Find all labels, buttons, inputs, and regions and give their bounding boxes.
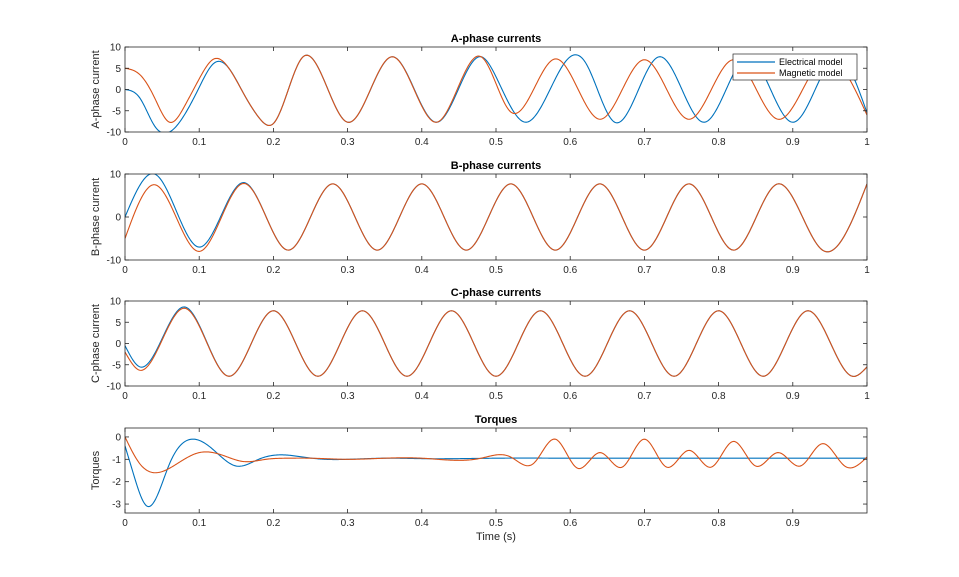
subplot-2: 0 0.1 0.2 0.3 0.4 0.5 0.6 0.7 0.8 0.9 1-10010B-pha… (90, 160, 870, 276)
y-tick-label: -10 (107, 256, 122, 267)
y-tick-label: 0 (115, 339, 121, 350)
y-tick-label: -2 (112, 477, 121, 488)
x-tick-label: 0.6 (563, 391, 577, 402)
x-tick-label: 0.4 (415, 391, 429, 402)
y-axis-label: C-phase current (90, 304, 102, 383)
x-tick-label: 0.5 (489, 391, 503, 402)
y-axis-label: B-phase current (90, 178, 102, 256)
x-tick-label: 0.8 (712, 518, 726, 529)
x-tick-label: 0.6 (563, 518, 577, 529)
x-tick-label: 0.4 (415, 265, 429, 276)
x-tick-label: 0.1 (192, 265, 206, 276)
x-tick-label: 0.1 (192, 391, 206, 402)
y-axis-label: A-phase current (90, 50, 102, 128)
y-tick-label: -3 (112, 500, 121, 511)
x-tick-label: 0 (122, 518, 128, 529)
y-tick-label: 0 (115, 85, 121, 96)
subplot-1: 0 0.1 0.2 0.3 0.4 0.5 0.6 0.7 0.8 0.9 1 -10 -5 0 5 10 A-… (90, 33, 870, 148)
x-tick-label: 0.7 (637, 518, 651, 529)
y-tick-label: -1 (112, 455, 121, 466)
x-tick-label: 0.6 (563, 137, 577, 148)
series-line-magnetic-model (125, 436, 867, 474)
series-line-electrical-model (125, 438, 867, 508)
y-tick-label: -10 (107, 128, 122, 139)
y-axis-label: Torques (90, 450, 102, 490)
x-tick-label: 0.9 (786, 137, 800, 148)
series-line-magnetic-model (125, 182, 867, 253)
x-tick-label: 0.5 (489, 265, 503, 276)
x-tick-label: 0.7 (637, 137, 651, 148)
y-tick-label: -10 (107, 382, 122, 393)
x-tick-label: 1 (864, 265, 870, 276)
x-tick-label: 1 (864, 391, 870, 402)
x-tick-label: 0.2 (266, 137, 280, 148)
x-tick-label: 0 (122, 265, 128, 276)
x-tick-label: 0.1 (192, 137, 206, 148)
x-tick-label: 0.5 (489, 137, 503, 148)
x-tick-label: 0.9 (786, 391, 800, 402)
y-tick-label: 10 (110, 170, 122, 181)
x-tick-label: 0.1 (192, 518, 206, 529)
x-tick-label: 0.8 (712, 137, 726, 148)
series-line-magnetic-model (125, 307, 867, 377)
plot-area (125, 301, 867, 386)
x-tick-label: 0.9 (786, 518, 800, 529)
x-tick-label: 0.5 (489, 518, 503, 529)
x-tick-label: 0.8 (712, 265, 726, 276)
y-tick-label: 5 (115, 64, 121, 75)
x-tick-label: 0.3 (341, 518, 355, 529)
x-tick-label: 0.2 (266, 265, 280, 276)
x-tick-label: 0 (122, 391, 128, 402)
subplot-3: 0 0.1 0.2 0.3 0.4 0.5 0.6 0.7 0.8 0.9 1 -10 -5 0 5 10 C-… (90, 287, 870, 402)
x-tick-label: 0.6 (563, 265, 577, 276)
x-tick-label: 0.3 (341, 137, 355, 148)
plot-area (125, 428, 867, 513)
x-tick-label: 0.2 (266, 391, 280, 402)
x-tick-label: 0.2 (266, 518, 280, 529)
y-tick-label: 5 (115, 318, 121, 329)
subplot-title: Torques (475, 414, 518, 426)
subplot-title: A-phase currents (451, 33, 541, 45)
x-axis-label: Time (s) (476, 531, 516, 543)
x-tick-label: 0.3 (341, 265, 355, 276)
y-tick-label: 10 (110, 297, 122, 308)
x-tick-label: 0.4 (415, 518, 429, 529)
subplot-4: 0 0.1 0.2 0.3 0.4 0.5 0.6 0.7 0.8 0.9 -3 -2 -1 0 Torqu… (90, 414, 868, 543)
x-tick-label: 0.7 (637, 391, 651, 402)
x-tick-label: 0.4 (415, 137, 429, 148)
x-tick-label: 0.8 (712, 391, 726, 402)
x-tick-label: 0.7 (637, 265, 651, 276)
y-tick-label: 0 (115, 213, 121, 224)
legend-entry-label: Electrical model (779, 57, 843, 67)
x-tick-label: 0.9 (786, 265, 800, 276)
y-tick-label: -5 (112, 360, 121, 371)
y-tick-label: 0 (115, 432, 121, 443)
plot-area (125, 174, 867, 260)
x-tick-label: 0 (122, 137, 128, 148)
legend-entry-label: Magnetic model (779, 68, 843, 78)
legend-box (732, 53, 858, 81)
subplot-title: B-phase currents (451, 160, 541, 172)
x-tick-label: 0.3 (341, 391, 355, 402)
subplot-title: C-phase currents (451, 287, 541, 299)
y-tick-label: 10 (110, 43, 122, 54)
y-tick-label: -5 (112, 106, 121, 117)
x-tick-label: 1 (864, 137, 870, 148)
